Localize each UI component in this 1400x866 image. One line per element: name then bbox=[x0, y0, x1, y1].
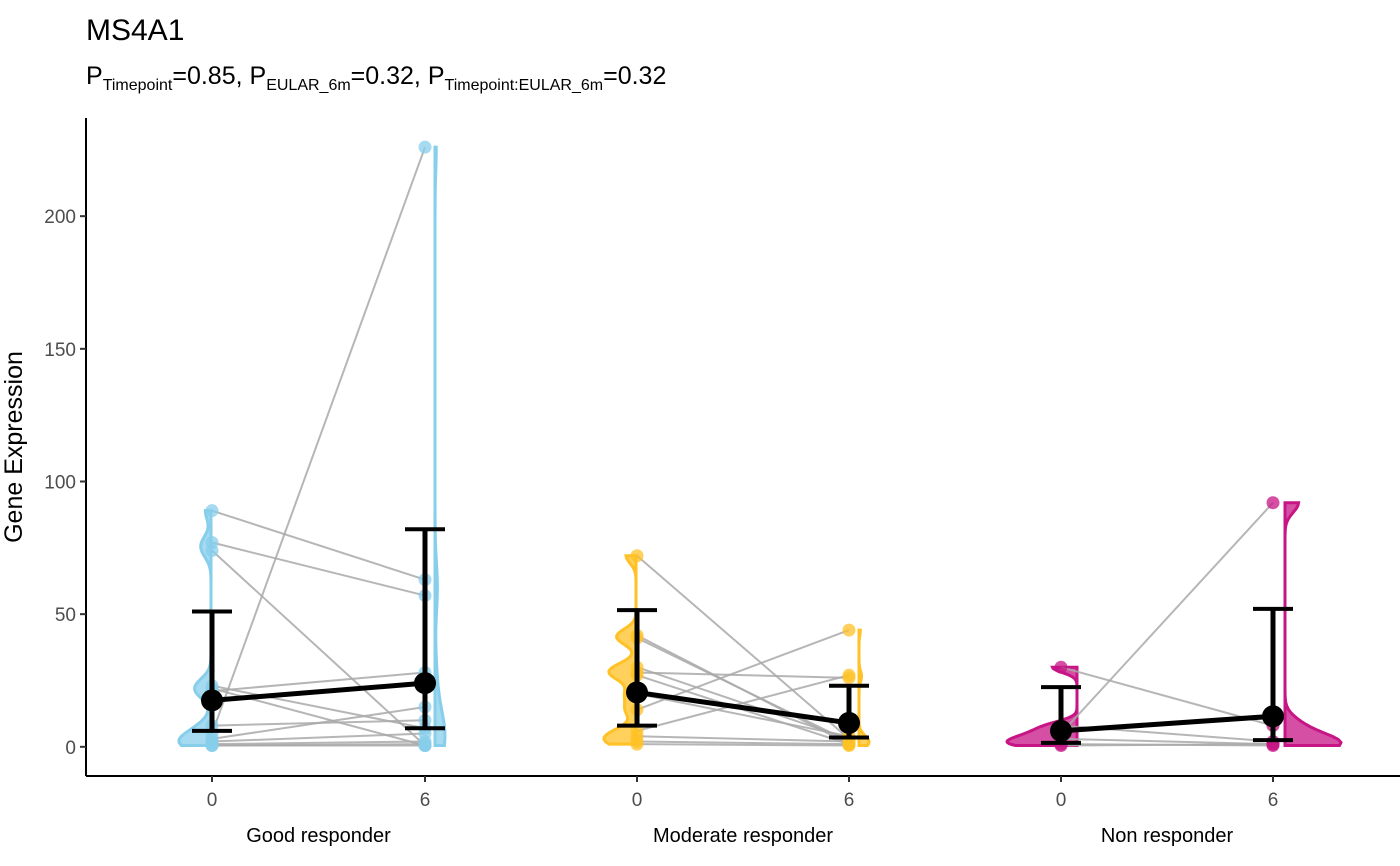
y-tick-label: 50 bbox=[55, 605, 76, 626]
data-point bbox=[842, 623, 856, 637]
subtitle-p-value: =0.85, bbox=[172, 62, 250, 90]
pair-line bbox=[211, 684, 426, 730]
violin-0-t6 bbox=[433, 145, 447, 747]
subtitle-p-value: =0.32, bbox=[350, 62, 428, 90]
pair-line bbox=[636, 674, 850, 732]
pair-line bbox=[1060, 737, 1274, 746]
mean-point bbox=[838, 711, 860, 734]
x-tick-label: 0 bbox=[632, 790, 643, 811]
pair-line bbox=[636, 692, 850, 738]
pair-lines-layer bbox=[211, 146, 1274, 747]
group-label: Good responder bbox=[246, 825, 391, 847]
pair-line bbox=[1060, 743, 1274, 747]
pair-line bbox=[636, 555, 850, 740]
pair-line bbox=[211, 509, 426, 581]
violin-2-t6 bbox=[1283, 501, 1343, 747]
pair-line bbox=[211, 740, 426, 746]
x-tick-label: 0 bbox=[207, 790, 218, 811]
pair-line bbox=[1060, 666, 1274, 727]
subtitle-p-subscript: EULAR_6m bbox=[266, 77, 351, 94]
points-layer bbox=[205, 140, 1280, 752]
pair-line bbox=[636, 743, 850, 747]
data-point bbox=[418, 140, 432, 154]
data-point bbox=[1054, 660, 1068, 674]
y-tick-label: 150 bbox=[44, 340, 76, 361]
pair-line bbox=[211, 146, 426, 734]
x-tick-label: 0 bbox=[1056, 790, 1067, 811]
data-point bbox=[1266, 496, 1280, 510]
data-point bbox=[842, 668, 856, 682]
group-label: Moderate responder bbox=[653, 825, 833, 847]
pair-line bbox=[211, 541, 426, 597]
subtitle-p-value: =0.32 bbox=[603, 62, 667, 90]
mean-point bbox=[201, 689, 223, 712]
chart-title: MS4A1 bbox=[86, 14, 185, 47]
y-tick-label: 200 bbox=[44, 207, 76, 228]
data-point bbox=[205, 504, 219, 518]
x-tick-label: 6 bbox=[1268, 790, 1279, 811]
violin-1-t0 bbox=[602, 554, 638, 746]
pair-line bbox=[636, 671, 850, 679]
pair-line bbox=[636, 735, 850, 743]
data-point bbox=[418, 738, 432, 752]
group-label: Non responder bbox=[1101, 825, 1234, 847]
axes-layer: 0 50 100 150 200 0 6 0 6 0 6 Good responder Moderate… bbox=[0, 118, 1400, 847]
subtitle-p-symbol: P bbox=[86, 62, 103, 90]
violins-layer bbox=[177, 145, 1343, 747]
x-tick-label: 6 bbox=[420, 790, 431, 811]
violin-0-t0 bbox=[177, 509, 213, 747]
chart-subtitle: PTimepoint=0.85, PEULAR_6m=0.32, PTimepo… bbox=[86, 62, 666, 95]
pair-line bbox=[636, 637, 850, 743]
pair-line bbox=[211, 732, 426, 743]
pair-line bbox=[1060, 502, 1274, 735]
x-tick-label: 6 bbox=[844, 790, 855, 811]
mean-line bbox=[636, 689, 850, 726]
y-tick-label: 100 bbox=[44, 472, 76, 493]
mean-line bbox=[211, 680, 426, 703]
mean-point bbox=[1262, 705, 1284, 728]
data-point bbox=[205, 738, 219, 752]
subtitle-p-symbol: P bbox=[427, 62, 445, 90]
data-point bbox=[205, 536, 219, 550]
data-point bbox=[630, 737, 644, 751]
data-point bbox=[842, 738, 856, 752]
subtitle-p-subscript: Timepoint:EULAR_6m bbox=[444, 77, 604, 94]
subtitle-p-symbol: P bbox=[249, 62, 267, 90]
mean-line bbox=[1060, 713, 1274, 734]
pair-line bbox=[211, 706, 426, 740]
pair-line bbox=[211, 671, 426, 693]
pair-line bbox=[636, 740, 850, 746]
subtitle-p-subscript: Timepoint bbox=[102, 77, 173, 94]
y-tick-label: 0 bbox=[65, 738, 76, 759]
summary-layer bbox=[192, 527, 1293, 745]
mean-point bbox=[414, 672, 436, 695]
y-axis-title: Gene Expression bbox=[0, 351, 28, 543]
mean-point bbox=[1050, 719, 1072, 742]
mean-point bbox=[626, 681, 648, 704]
data-point bbox=[630, 549, 644, 563]
